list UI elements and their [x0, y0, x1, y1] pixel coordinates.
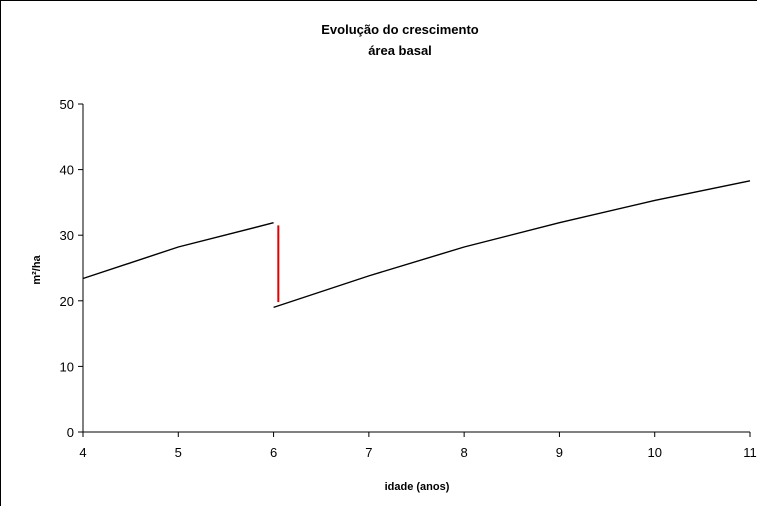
y-tick-label: 10: [60, 359, 74, 374]
x-tick-label: 4: [79, 445, 86, 460]
x-tick-label: 5: [175, 445, 182, 460]
x-tick-label: 7: [365, 445, 372, 460]
y-tick-label: 0: [67, 425, 74, 440]
chart-title-line-1: Evolução do crescimento: [321, 22, 479, 37]
y-tick-label: 40: [60, 163, 74, 178]
y-tick-label: 30: [60, 228, 74, 243]
y-tick-label: 20: [60, 294, 74, 309]
x-tick-label: 10: [647, 445, 661, 460]
x-tick-label: 11: [743, 445, 757, 460]
x-tick-label: 8: [461, 445, 468, 460]
axes: 0 10 20 30 40 50 4 5 6 7 8 9 10 11: [60, 97, 757, 460]
y-tick-label: 50: [60, 97, 74, 112]
series-line-2: [273, 180, 751, 309]
series-line-1: [82, 222, 274, 280]
chart-title-line-2: área basal: [368, 43, 432, 58]
y-axis-label: m²/ha: [31, 254, 43, 284]
x-axis-label: idade (anos): [385, 481, 450, 493]
x-tick-label: 6: [270, 445, 277, 460]
series-group: [82, 180, 751, 309]
x-tick-label: 9: [556, 445, 563, 460]
